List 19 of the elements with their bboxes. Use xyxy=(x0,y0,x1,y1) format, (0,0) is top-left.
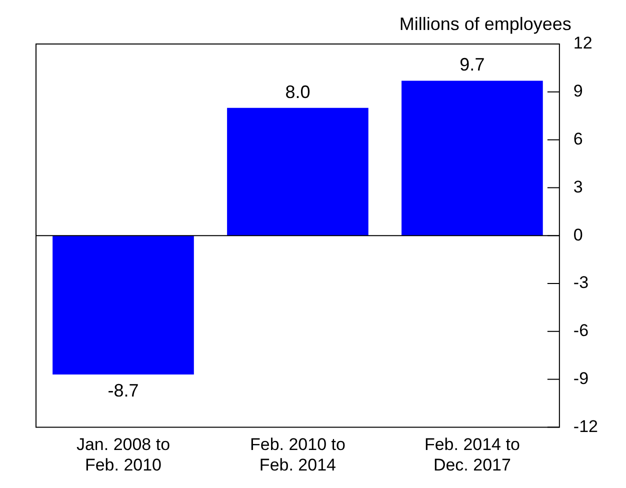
y-tick-label: -3 xyxy=(573,273,589,292)
bar xyxy=(227,108,368,236)
x-tick-label: Feb. 2010 to Feb. 2014 xyxy=(250,435,346,474)
y-axis-title: Millions of employees xyxy=(399,14,572,34)
y-tick-label: 0 xyxy=(573,225,583,244)
data-label: 8.0 xyxy=(285,82,310,102)
y-tick-label: -9 xyxy=(573,368,589,388)
y-tick-label: -12 xyxy=(573,416,598,436)
y-tick-label: -6 xyxy=(573,321,589,340)
y-tick-label: 9 xyxy=(573,82,583,101)
y-tick-label: 3 xyxy=(573,177,583,196)
x-tick-label: Feb. 2014 to Dec. 2017 xyxy=(424,435,520,474)
y-tick-label: 6 xyxy=(573,129,583,148)
bar xyxy=(402,80,543,236)
data-label: -8.7 xyxy=(108,380,139,400)
bar xyxy=(52,236,194,375)
data-label: 9.7 xyxy=(460,54,485,75)
y-tick-label: 12 xyxy=(573,34,592,53)
x-tick-label: Jan. 2008 to Feb. 2010 xyxy=(76,435,170,474)
